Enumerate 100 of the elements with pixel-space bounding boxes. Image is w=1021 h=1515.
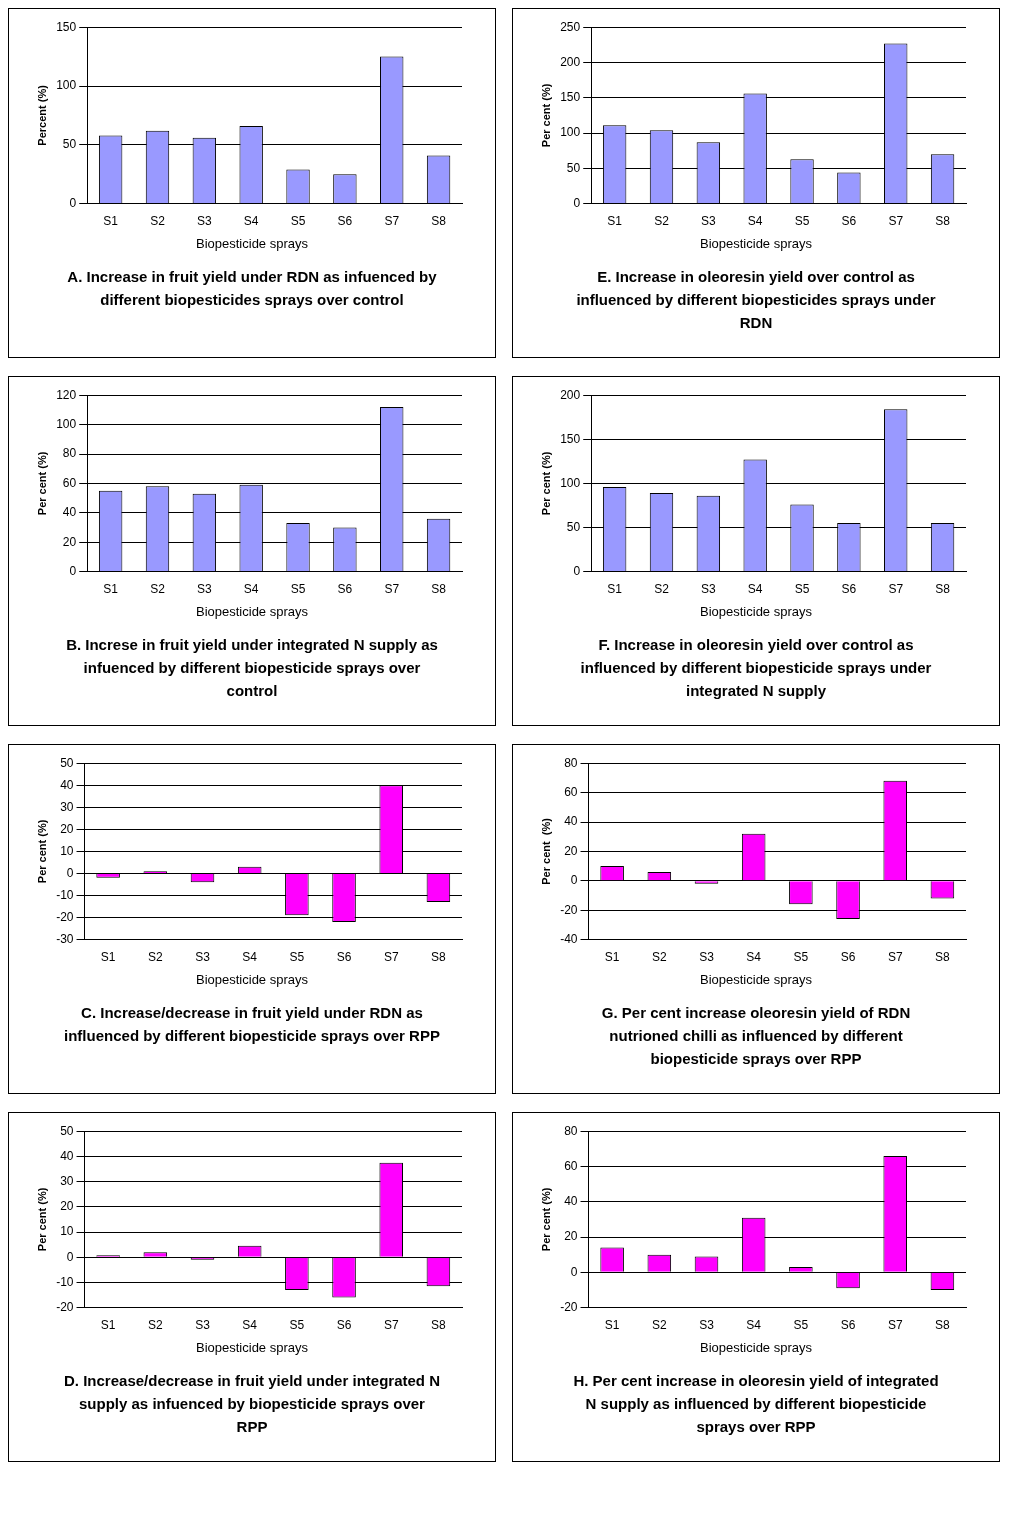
y-tick-label: 80 <box>564 1123 578 1138</box>
x-tick-label: S5 <box>794 214 810 229</box>
x-tick-label: S2 <box>651 1318 667 1333</box>
y-tick-label: 60 <box>564 784 578 799</box>
x-tick-label: S4 <box>243 214 259 229</box>
x-axis-title: Biopesticide sprays <box>196 972 308 987</box>
x-tick-label: S3 <box>197 582 212 597</box>
x-tick-label: S6 <box>337 214 353 229</box>
x-tick-label: S5 <box>290 582 306 597</box>
y-tick-label: -20 <box>560 1299 578 1314</box>
y-tick-label: 80 <box>564 755 578 770</box>
y-tick-label: 250 <box>560 19 581 34</box>
y-tick-label: 200 <box>560 54 581 69</box>
text: H. Per cent increase in oleoresin yield of integrated N supply as influenced by different biopesticide sprays over RPP <box>572 1371 940 1437</box>
x-tick-label: S7 <box>887 1318 903 1333</box>
x-tick-label: S7 <box>888 214 904 229</box>
text: F. Increase in oleoresin yield over control as influenced by different biopesticide sprays under integrated N supply <box>579 635 933 701</box>
x-tick-label: S7 <box>383 950 399 965</box>
x-tick-label: S8 <box>431 582 447 597</box>
y-tick-label: -30 <box>56 931 74 946</box>
x-tick-label: S6 <box>840 1318 856 1333</box>
x-tick-label: S6 <box>336 1318 352 1333</box>
x-tick-label: S7 <box>384 582 400 597</box>
x-tick-label: S5 <box>794 582 810 597</box>
y-tick-label: 40 <box>60 777 74 792</box>
x-tick-label: S7 <box>887 950 903 965</box>
x-tick-label: S3 <box>699 1318 715 1333</box>
x-tick-label: S2 <box>651 950 667 965</box>
x-tick-label: S6 <box>840 950 856 965</box>
x-tick-label: S2 <box>654 582 670 597</box>
x-axis-title: Biopesticide sprays <box>700 604 812 619</box>
y-tick-label: 50 <box>566 519 581 534</box>
y-axis-title: Per cent (%) <box>35 451 48 516</box>
y-axis-title: Per cent (%) <box>35 1187 48 1252</box>
y-axis-title: Per cent (%) <box>539 83 552 148</box>
y-tick-label: 40 <box>60 1148 74 1163</box>
y-tick-label: 50 <box>62 137 77 152</box>
y-tick-label: 0 <box>573 195 581 210</box>
y-tick-label: -40 <box>560 931 578 946</box>
x-tick-label: S1 <box>604 1318 620 1333</box>
x-tick-label: S2 <box>150 582 166 597</box>
x-tick-label: S1 <box>103 582 119 597</box>
x-tick-label: S5 <box>290 214 306 229</box>
y-tick-label: -20 <box>56 909 74 924</box>
text: B. Increse in fruit yield under integrated N supply as infuenced by different biopesticide sprays over control <box>65 635 439 701</box>
y-tick-label: 20 <box>60 821 74 836</box>
y-tick-label: 20 <box>564 1229 578 1244</box>
x-tick-label: S8 <box>935 1318 951 1333</box>
y-tick-label: 50 <box>60 755 74 770</box>
y-tick-label: 10 <box>60 843 74 858</box>
x-tick-label: S3 <box>197 214 212 229</box>
x-tick-label: S1 <box>100 1318 116 1333</box>
x-tick-label: S6 <box>841 582 857 597</box>
text: D. Increase/decrease in fruit yield under integrated N supply as infuenced by biopesticide sprays over RPP <box>63 1371 441 1437</box>
x-tick-label: S8 <box>431 214 447 229</box>
y-tick-label: 100 <box>56 416 77 431</box>
x-tick-label: S5 <box>793 950 809 965</box>
x-tick-label: S7 <box>888 582 904 597</box>
x-tick-label: S8 <box>935 582 951 597</box>
x-tick-label: S4 <box>243 582 259 597</box>
x-tick-label: S5 <box>793 1318 809 1333</box>
y-tick-label: 150 <box>56 19 77 34</box>
y-tick-label: 0 <box>66 1249 74 1264</box>
x-tick-label: S3 <box>195 950 211 965</box>
text: G. Per cent increase oleoresin yield of RDN nutrioned chilli as influenced by different biopesticide sprays over RPP <box>600 1003 912 1069</box>
x-tick-label: S4 <box>746 1318 762 1333</box>
x-tick-label: S2 <box>150 214 166 229</box>
y-tick-label: 20 <box>62 534 77 549</box>
y-tick-label: 0 <box>69 195 77 210</box>
y-tick-label: 30 <box>60 799 74 814</box>
x-tick-label: S1 <box>103 214 119 229</box>
y-tick-label: 0 <box>69 563 77 578</box>
x-axis-title: Biopesticide sprays <box>700 236 812 251</box>
x-tick-label: S6 <box>336 950 352 965</box>
x-tick-label: S6 <box>841 214 857 229</box>
y-tick-label: 20 <box>564 843 578 858</box>
x-tick-label: S1 <box>607 582 623 597</box>
x-axis-title: Biopesticide sprays <box>196 236 308 251</box>
y-axis-title: Per cent (%) <box>539 817 552 885</box>
y-tick-label: 30 <box>60 1173 74 1188</box>
y-axis-title: Per cent (%) <box>539 451 552 516</box>
y-tick-label: -20 <box>56 1299 74 1314</box>
y-tick-label: 100 <box>560 475 581 490</box>
x-tick-label: S8 <box>935 950 951 965</box>
x-axis-title: Biopesticide sprays <box>196 1340 308 1355</box>
y-tick-label: -10 <box>56 1274 74 1289</box>
x-tick-label: S4 <box>242 950 258 965</box>
y-tick-label: 100 <box>56 78 77 93</box>
x-tick-label: S1 <box>100 950 116 965</box>
y-tick-label: 40 <box>62 505 77 520</box>
x-tick-label: S5 <box>289 950 305 965</box>
x-tick-label: S1 <box>607 214 623 229</box>
y-tick-label: 80 <box>62 446 77 461</box>
x-axis-title: Biopesticide sprays <box>700 1340 812 1355</box>
x-tick-label: S4 <box>747 582 763 597</box>
y-tick-label: 200 <box>560 387 581 402</box>
y-tick-label: 100 <box>560 125 581 140</box>
x-tick-label: S2 <box>147 1318 163 1333</box>
x-tick-label: S4 <box>746 950 762 965</box>
y-tick-label: 50 <box>566 160 581 175</box>
